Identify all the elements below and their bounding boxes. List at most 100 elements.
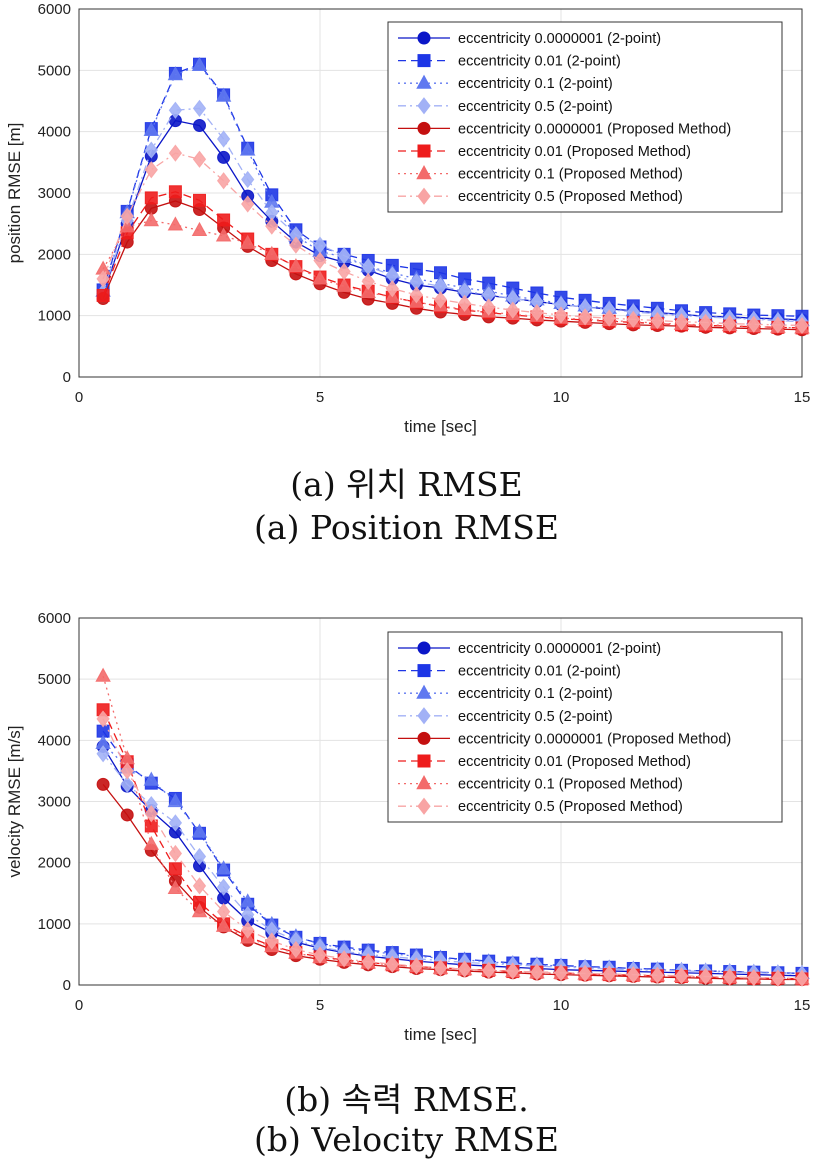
velocity-y-tick-label: 6000 — [38, 610, 71, 627]
velocity-series-7-point — [578, 964, 592, 982]
velocity-series-6-point — [95, 667, 111, 682]
position-series-7-point — [747, 315, 761, 333]
velocity-series-7-point — [457, 960, 472, 978]
velocity-series-7-point — [144, 805, 158, 823]
velocity-series-7-point — [723, 968, 737, 986]
velocity-series-4-point — [96, 777, 110, 791]
velocity-series-7-point — [554, 964, 568, 982]
position-series-7-point — [241, 195, 255, 213]
velocity-legend-marker-0 — [417, 641, 431, 655]
velocity-series-7-point — [313, 946, 327, 964]
velocity-series-3-point — [168, 814, 183, 832]
position-series-5-point — [144, 191, 158, 205]
position-series-7-point — [771, 316, 785, 334]
position-series-7-point — [578, 308, 592, 326]
position-series-7-point — [602, 309, 616, 327]
velocity-series-7-point — [626, 965, 640, 984]
position-series-7-point — [289, 236, 303, 254]
position-series-7-point — [698, 313, 713, 332]
position-legend-marker-4 — [417, 121, 431, 135]
velocity-series-7-point — [216, 902, 231, 921]
position-y-axis-label: position RMSE [m] — [5, 123, 24, 264]
position-series-6-point — [360, 283, 376, 298]
position-legend — [387, 21, 783, 213]
velocity-x-tick-label: 0 — [75, 997, 83, 1014]
velocity-y-tick-label: 1000 — [38, 916, 71, 933]
position-series-3-point — [241, 170, 255, 189]
velocity-series-7-point — [530, 963, 544, 981]
velocity-series-7-point — [265, 932, 279, 950]
position-series-7-point — [313, 251, 327, 270]
position-series-3-point — [168, 101, 183, 119]
velocity-series-6-line — [102, 675, 803, 980]
position-series-2-point — [215, 87, 232, 102]
velocity-y-tick-label: 5000 — [38, 671, 71, 688]
velocity-series-7-point — [482, 961, 496, 979]
position-legend-label-5: eccentricity 0.01 (Proposed Method) — [458, 144, 691, 160]
velocity-y-tick-label: 3000 — [38, 794, 71, 811]
velocity-series-2-point — [167, 792, 184, 808]
position-series-7-point — [626, 310, 640, 328]
velocity-series-7-point — [192, 877, 207, 895]
position-series-7-point — [433, 291, 448, 309]
position-series-7-point — [554, 306, 568, 324]
velocity-series-3-point — [192, 847, 207, 866]
caption-a-english: (a) Position RMSE — [254, 508, 559, 547]
position-rmse-chart: 0 5 10 15 0 1000 2000 3000 4000 5000 6000 time [sec… — [5, 1, 810, 436]
velocity-series-5-point — [168, 862, 182, 876]
velocity-y-tick-label: 4000 — [38, 732, 71, 749]
velocity-legend-label-0: eccentricity 0.0000001 (2-point) — [458, 641, 661, 657]
velocity-legend-marker-3 — [417, 707, 431, 725]
velocity-series-2-point — [191, 823, 208, 838]
velocity-legend-label-4: eccentricity 0.0000001 (Proposed Method) — [458, 731, 731, 747]
velocity-series-6-point — [143, 835, 160, 850]
position-series-7-point — [120, 207, 134, 225]
position-series-7-point — [506, 301, 520, 319]
velocity-series-2-line — [102, 742, 803, 975]
velocity-series-3-line — [102, 753, 803, 975]
velocity-series-7-point — [337, 950, 351, 968]
velocity-series-7-point — [409, 957, 424, 975]
position-series-7-point — [530, 303, 544, 322]
position-legend-label-2: eccentricity 0.1 (2-point) — [458, 76, 613, 92]
position-legend-label-0: eccentricity 0.0000001 (2-point) — [458, 31, 661, 47]
caption-a-korean: (a) 위치 RMSE — [290, 465, 523, 504]
velocity-series-4-point — [120, 808, 134, 822]
position-series-7-point — [337, 262, 351, 281]
velocity-series-7-point — [241, 921, 255, 939]
position-x-tick-label: 5 — [316, 389, 324, 406]
velocity-legend-label-2: eccentricity 0.1 (2-point) — [458, 686, 613, 702]
caption-b-korean: (b) 속력 RMSE. — [284, 1080, 529, 1119]
velocity-series-7-point — [361, 953, 375, 971]
position-series-7-point — [482, 298, 496, 316]
velocity-series-7-point — [168, 844, 183, 863]
velocity-legend — [387, 631, 783, 823]
position-series-7-point — [144, 161, 158, 179]
position-series-6-point — [288, 258, 304, 273]
position-series-2-point — [143, 121, 160, 137]
velocity-series-7-point — [433, 959, 448, 977]
position-series-7-point — [192, 150, 207, 168]
position-y-tick-label: 0 — [63, 369, 71, 386]
velocity-series-7-point — [698, 967, 713, 986]
velocity-legend-marker-1 — [417, 664, 431, 678]
position-series-5-point — [168, 185, 182, 199]
position-legend-marker-2 — [416, 74, 432, 89]
velocity-series-7-point — [674, 967, 689, 985]
velocity-legend-marker-4 — [417, 731, 431, 745]
velocity-series-6-point — [215, 917, 232, 932]
position-series-6-point — [167, 216, 184, 231]
velocity-series-7-point — [506, 962, 520, 980]
velocity-axes-frame — [78, 617, 803, 986]
velocity-series-7-point — [289, 940, 303, 959]
velocity-legend-marker-6 — [416, 775, 432, 790]
velocity-series-6-point — [167, 879, 184, 894]
velocity-series-6-point — [191, 903, 208, 918]
velocity-x-tick-label: 15 — [794, 997, 811, 1014]
velocity-series-7-point — [650, 966, 665, 984]
velocity-legend-marker-2 — [416, 684, 432, 699]
position-legend-label-6: eccentricity 0.1 (Proposed Method) — [458, 167, 683, 183]
position-axes-frame — [78, 8, 803, 378]
position-series-6-point — [215, 227, 232, 242]
position-series-0-point — [217, 150, 231, 164]
